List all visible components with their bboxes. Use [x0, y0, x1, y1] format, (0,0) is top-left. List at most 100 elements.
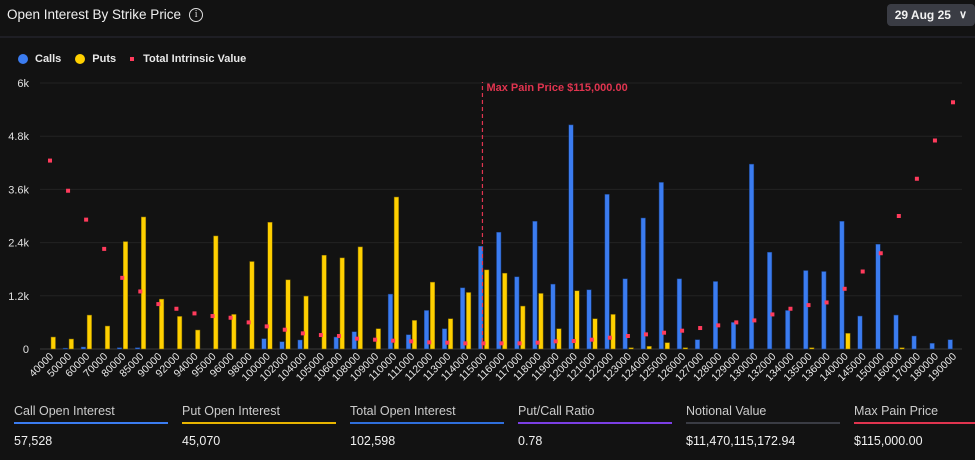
intrinsic-value-point [427, 340, 432, 345]
put-bar [448, 318, 454, 350]
put-bar [321, 254, 327, 350]
info-icon[interactable]: i [189, 7, 204, 22]
call-bar [442, 328, 448, 350]
put-bar [357, 246, 363, 350]
call-bar [749, 163, 755, 350]
intrinsic-value-point [445, 340, 450, 345]
intrinsic-value-point [84, 217, 89, 222]
stat-notional-value: Notional Value $11,470,115,172.94 [686, 404, 854, 448]
stat-value: $115,000.00 [854, 434, 923, 448]
put-bar [592, 318, 598, 350]
intrinsic-value-point [463, 341, 468, 346]
intrinsic-value-point [48, 158, 52, 163]
intrinsic-value-point [300, 331, 305, 336]
intrinsic-value-point [932, 138, 937, 143]
intrinsic-value-point [481, 341, 486, 346]
legend-label: Total Intrinsic Value [143, 53, 247, 65]
legend-item-puts[interactable]: Puts [75, 53, 116, 65]
call-bar [279, 341, 285, 350]
stat-call-oi: Call Open Interest 57,528 [14, 404, 182, 448]
put-bar [393, 196, 399, 350]
intrinsic-value-point [680, 328, 685, 333]
intrinsic-value-point [662, 330, 667, 335]
put-bar [646, 346, 652, 350]
y-tick-label: 4.8k [8, 131, 29, 143]
intrinsic-value-point [878, 251, 883, 256]
intrinsic-value-point [336, 334, 341, 339]
legend-label: Puts [92, 53, 117, 65]
intrinsic-value-point [860, 269, 865, 274]
stat-underline [350, 422, 504, 424]
call-bar [929, 343, 935, 350]
call-bar [821, 271, 827, 350]
legend-item-intrinsic[interactable]: Total Intrinsic Value [130, 53, 246, 65]
y-tick-label: 2.4k [8, 238, 29, 250]
intrinsic-value-point [355, 336, 360, 341]
put-bar [249, 261, 255, 350]
chart-header: Open Interest By Strike Price i 29 Aug 2… [0, 0, 975, 38]
intrinsic-value-point [716, 323, 721, 328]
call-bar [893, 314, 899, 350]
stat-label: Total Open Interest [350, 404, 456, 418]
call-bar [785, 310, 791, 350]
intrinsic-value-point [210, 314, 215, 319]
call-bar [568, 124, 574, 350]
call-bar [387, 293, 393, 350]
intrinsic-square-icon [130, 57, 135, 61]
put-bar [195, 329, 201, 350]
y-tick-label: 0 [23, 344, 29, 356]
intrinsic-value-point [409, 339, 414, 344]
stat-max-pain: Max Pain Price $115,000.00 [854, 404, 975, 448]
call-bar [514, 276, 520, 350]
call-bar [676, 278, 682, 350]
expiry-date-value: 29 Aug 25 [894, 8, 951, 22]
put-bar [574, 290, 580, 350]
intrinsic-value-point [625, 334, 630, 339]
intrinsic-value-point [643, 332, 648, 337]
call-bar [839, 221, 845, 350]
put-bar [845, 333, 851, 350]
stat-underline [14, 422, 168, 424]
intrinsic-value-point [282, 327, 287, 332]
call-bar [532, 221, 538, 350]
call-bar [731, 322, 737, 350]
put-bar [285, 279, 291, 350]
put-bar [50, 336, 56, 350]
page-title: Open Interest By Strike Price [7, 7, 182, 22]
call-bar [712, 281, 718, 350]
intrinsic-value-point [698, 326, 703, 331]
open-interest-chart: 01.2k2.4k3.6k4.8k6k400005000060000700008… [8, 78, 962, 384]
call-bar [875, 243, 881, 350]
put-bar [231, 314, 237, 350]
put-bar [303, 295, 309, 350]
put-bar [682, 347, 688, 350]
put-bar [466, 292, 472, 350]
intrinsic-value-point [156, 302, 161, 307]
legend-label: Calls [35, 53, 62, 65]
put-bar [610, 314, 616, 350]
expiry-date-dropdown[interactable]: 29 Aug 25 ∨ [886, 4, 975, 26]
call-bar [496, 232, 502, 350]
stat-value: 102,598 [350, 434, 396, 448]
stat-put-oi: Put Open Interest 45,070 [182, 404, 350, 448]
intrinsic-value-point [607, 335, 612, 340]
puts-dot-icon [75, 54, 86, 64]
stat-underline [518, 422, 672, 424]
intrinsic-value-point [788, 306, 793, 311]
intrinsic-value-point [120, 275, 125, 280]
stat-underline [854, 422, 975, 424]
stat-underline [182, 422, 336, 424]
call-bar [658, 182, 664, 350]
call-bar [261, 338, 267, 350]
y-tick-label: 3.6k [8, 184, 29, 196]
intrinsic-value-point [138, 289, 143, 294]
call-bar [767, 251, 773, 350]
call-bar [604, 194, 610, 350]
stat-label: Put Open Interest [182, 404, 280, 418]
put-bar [809, 347, 815, 350]
call-bar [947, 339, 953, 350]
put-bar [664, 342, 670, 350]
intrinsic-value-point [318, 333, 323, 338]
intrinsic-value-point [824, 300, 829, 305]
legend-item-calls[interactable]: Calls [18, 53, 61, 65]
